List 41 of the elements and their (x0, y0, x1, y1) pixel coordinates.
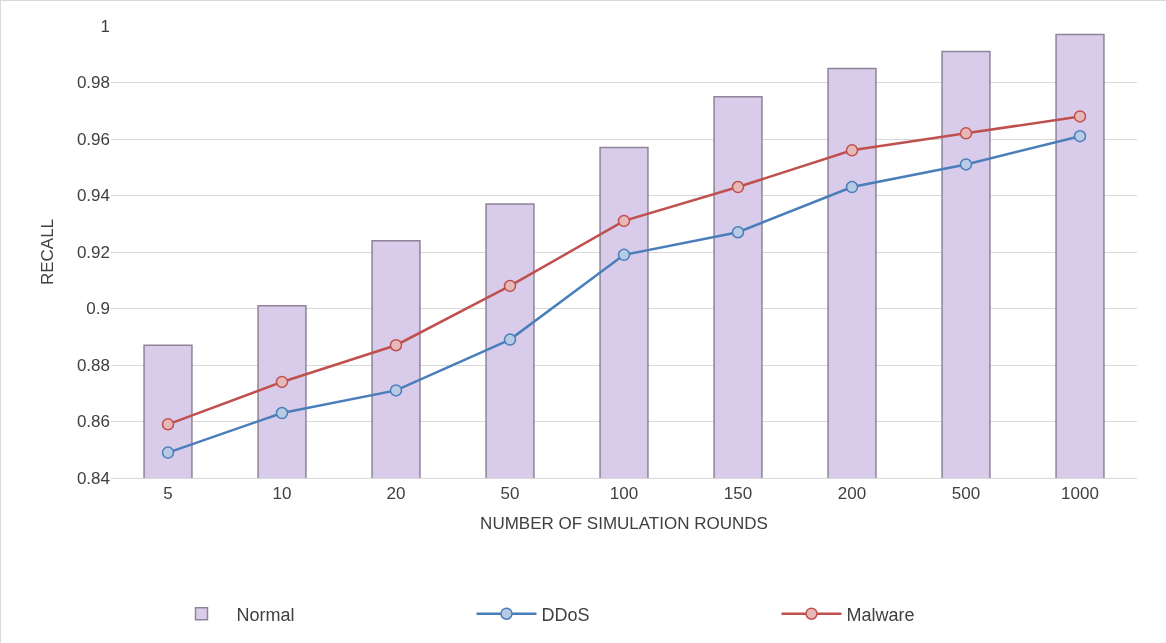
x-tick-label: 20 (386, 484, 406, 504)
point (731, 180, 745, 194)
point (959, 158, 973, 171)
x-tick-label: 10 (272, 484, 292, 504)
x-tick-label: 50 (500, 484, 520, 504)
point (275, 375, 289, 389)
y-tick-label: 0.86 (76, 412, 110, 432)
point (1073, 110, 1087, 123)
legend-label: Normal (236, 604, 295, 625)
point (731, 225, 745, 239)
y-tick-label: 0.88 (76, 355, 110, 375)
point (959, 127, 973, 140)
point (389, 338, 403, 352)
y-tick-label: 0.92 (76, 242, 110, 262)
y-tick-label: 0.94 (76, 186, 110, 206)
point (161, 418, 175, 431)
point (161, 446, 175, 459)
point (845, 144, 859, 157)
legend-label: DDoS (541, 604, 590, 625)
point (1073, 129, 1087, 143)
x-tick-label: 500 (951, 484, 981, 504)
x-tick-label: 100 (609, 484, 639, 504)
y-tick-label: 1 (100, 16, 110, 36)
y-tick-label: 0.96 (76, 129, 110, 149)
point (617, 214, 631, 228)
x-tick-label: 5 (163, 484, 173, 504)
y-tick-label: 0.9 (86, 299, 110, 319)
point (275, 406, 289, 420)
x-axis-title: NUMBER OF SIMULATION ROUNDS (480, 513, 768, 533)
point (845, 180, 859, 194)
point (617, 248, 631, 262)
y-tick-label: 0.98 (76, 73, 110, 93)
y-tick-label: 0.84 (76, 468, 110, 488)
point (503, 333, 517, 346)
legend-label: Malware (846, 604, 915, 625)
x-tick-label: 150 (723, 484, 753, 504)
y-axis-title: RECALL (38, 218, 58, 286)
x-tick-label: 1000 (1061, 484, 1099, 504)
point (389, 384, 403, 397)
x-tick-label: 200 (837, 484, 867, 504)
point (503, 279, 517, 293)
